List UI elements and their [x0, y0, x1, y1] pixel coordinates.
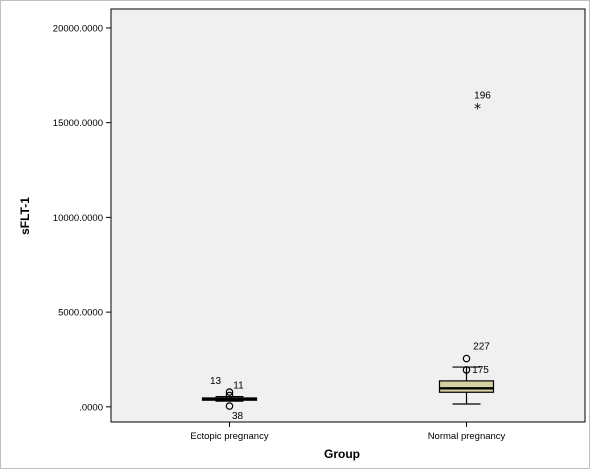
- outlier-label-1-0: 227: [473, 342, 490, 353]
- outlier-marker-0-1: [225, 391, 234, 400]
- outlier-marker-0-0: [225, 388, 234, 396]
- box-group-1: *: [438, 102, 495, 405]
- plot-area: [110, 8, 586, 423]
- extreme-marker-1-2: *: [474, 102, 481, 118]
- x-tick-label-0: Ectopic pregnancy: [190, 431, 268, 442]
- y-axis-title: sFLT-1: [18, 197, 32, 235]
- y-tick-label-3: 15000.0000: [53, 118, 103, 129]
- outlier-marker-0-2: [225, 402, 234, 410]
- x-axis: Ectopic pregnancy Normal pregnancy: [190, 422, 506, 442]
- box-group-0: [201, 388, 258, 410]
- x-axis-title: Group: [324, 447, 360, 461]
- x-tick-label-1: Normal pregnancy: [428, 431, 506, 442]
- y-tick-label-4: 20000.0000: [53, 23, 103, 34]
- outlier-label-0-2: 38: [232, 411, 244, 422]
- y-tick-label-0: .0000: [79, 402, 103, 413]
- outlier-label-1-1: 175: [472, 365, 489, 376]
- y-tick-label-2: 10000.0000: [53, 213, 103, 224]
- y-axis: .0000 5000.0000 10000.0000 15000.0000 20000.…: [53, 23, 111, 413]
- outlier-label-0-1: 11: [233, 380, 244, 391]
- outlier-label-1-2: 196: [474, 91, 491, 102]
- outlier-marker-1-1: [462, 366, 471, 374]
- y-tick-label-1: 5000.0000: [58, 308, 103, 319]
- boxes: * 13 11 38 227 175 196: [201, 91, 495, 422]
- outlier-label-0-0: 13: [210, 376, 222, 387]
- outlier-marker-1-0: [462, 354, 471, 363]
- iqr-box-1: [438, 380, 495, 393]
